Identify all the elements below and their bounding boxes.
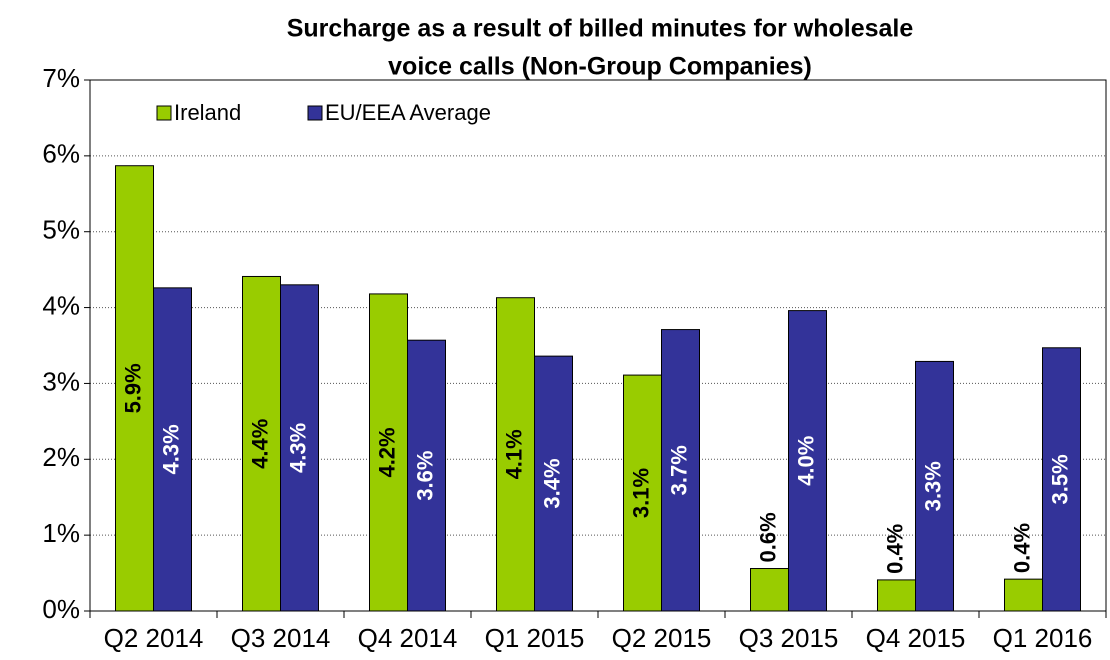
x-tick-label: Q4 2014 (358, 623, 458, 653)
y-tick-label: 0% (42, 594, 80, 624)
legend-swatch (156, 105, 172, 121)
bar (534, 355, 573, 612)
x-tick-label: Q1 2015 (485, 623, 585, 653)
value-label: 4.1% (501, 429, 526, 479)
value-label: 4.3% (285, 423, 310, 473)
x-tick-label: Q1 2016 (993, 623, 1093, 653)
bar (1004, 578, 1043, 612)
value-label: 3.3% (920, 461, 945, 511)
value-label: 4.0% (793, 436, 818, 486)
y-tick-label: 6% (42, 139, 80, 169)
x-tick-label: Q2 2015 (612, 623, 712, 653)
bar (280, 284, 319, 612)
chart-title: Surcharge as a result of billed minutes … (287, 15, 914, 43)
value-label: 4.2% (374, 427, 399, 477)
bar (661, 329, 700, 612)
value-label: 0.6% (755, 512, 780, 562)
bar (242, 275, 281, 612)
x-tick-label: Q3 2014 (231, 623, 331, 653)
bar (915, 360, 954, 612)
value-label: 3.1% (628, 468, 653, 518)
value-label: 0.4% (882, 524, 907, 574)
bar (115, 165, 154, 612)
x-tick-label: Q3 2015 (739, 623, 839, 653)
value-label: 5.9% (120, 363, 145, 413)
plot-frame (89, 79, 1107, 612)
bar (750, 568, 789, 612)
value-label: 4.3% (158, 424, 183, 474)
value-label: 0.4% (1009, 523, 1034, 573)
y-tick-label: 7% (42, 63, 80, 93)
value-label: 4.4% (247, 419, 272, 469)
chart-title: voice calls (Non-Group Companies) (388, 53, 812, 81)
value-label: 3.4% (539, 458, 564, 508)
value-label: 3.7% (666, 445, 691, 495)
legend-swatch (307, 105, 323, 121)
bar (877, 579, 916, 612)
y-tick-label: 3% (42, 366, 80, 396)
y-tick-label: 5% (42, 215, 80, 245)
bar (788, 310, 827, 612)
bar (407, 339, 446, 612)
y-tick-label: 2% (42, 442, 80, 472)
value-label: 3.5% (1047, 454, 1072, 504)
y-tick-label: 1% (42, 518, 80, 548)
y-tick-label: 4% (42, 290, 80, 320)
bar (153, 287, 192, 612)
x-tick-label: Q4 2015 (866, 623, 966, 653)
x-tick-label: Q2 2014 (104, 623, 204, 653)
value-label: 3.6% (412, 451, 437, 501)
legend-label: Ireland (174, 100, 241, 125)
bar (623, 374, 662, 612)
legend-label: EU/EEA Average (325, 100, 491, 125)
